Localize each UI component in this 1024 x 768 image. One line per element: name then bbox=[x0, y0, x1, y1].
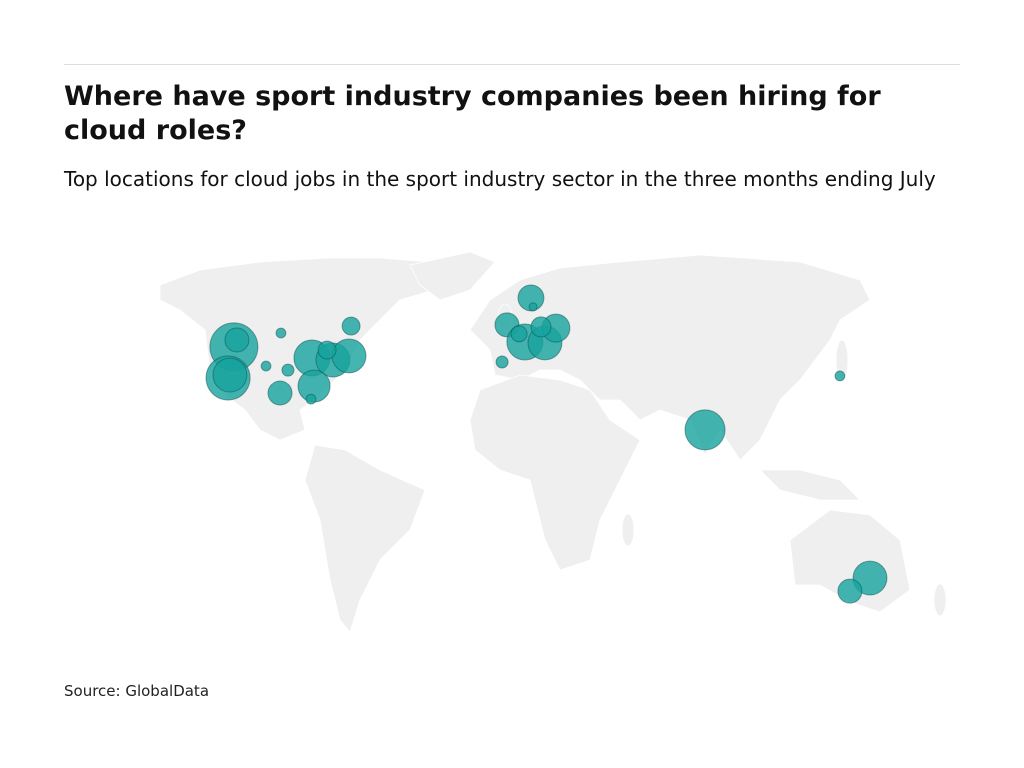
greenland bbox=[409, 251, 496, 301]
bubble bbox=[341, 316, 361, 336]
bubble bbox=[275, 327, 287, 339]
source: Source: GlobalData bbox=[64, 682, 210, 700]
bubble bbox=[684, 409, 726, 451]
bubble bbox=[495, 355, 509, 369]
bubble bbox=[267, 380, 293, 406]
bubble bbox=[317, 340, 337, 360]
south-america bbox=[304, 444, 426, 633]
bubble bbox=[837, 578, 863, 604]
land bbox=[159, 251, 947, 633]
bubble bbox=[528, 302, 538, 312]
bubble bbox=[212, 357, 248, 393]
bubble bbox=[281, 363, 295, 377]
top-rule bbox=[64, 64, 960, 65]
bubble bbox=[510, 325, 528, 343]
bubble bbox=[260, 360, 272, 372]
chart-title: Where have sport industry companies been… bbox=[64, 81, 881, 146]
bubble bbox=[530, 316, 552, 338]
bubble bbox=[834, 370, 846, 382]
chart-subtitle: Top locations for cloud jobs in the spor… bbox=[64, 167, 936, 191]
madagascar bbox=[621, 513, 635, 547]
bubble bbox=[305, 393, 317, 405]
eurasia bbox=[469, 254, 871, 461]
bubble bbox=[224, 327, 250, 353]
bubble bbox=[331, 338, 367, 374]
bubbles bbox=[205, 284, 888, 604]
indonesia bbox=[759, 469, 861, 501]
africa bbox=[469, 374, 641, 571]
new-zealand bbox=[933, 583, 947, 617]
